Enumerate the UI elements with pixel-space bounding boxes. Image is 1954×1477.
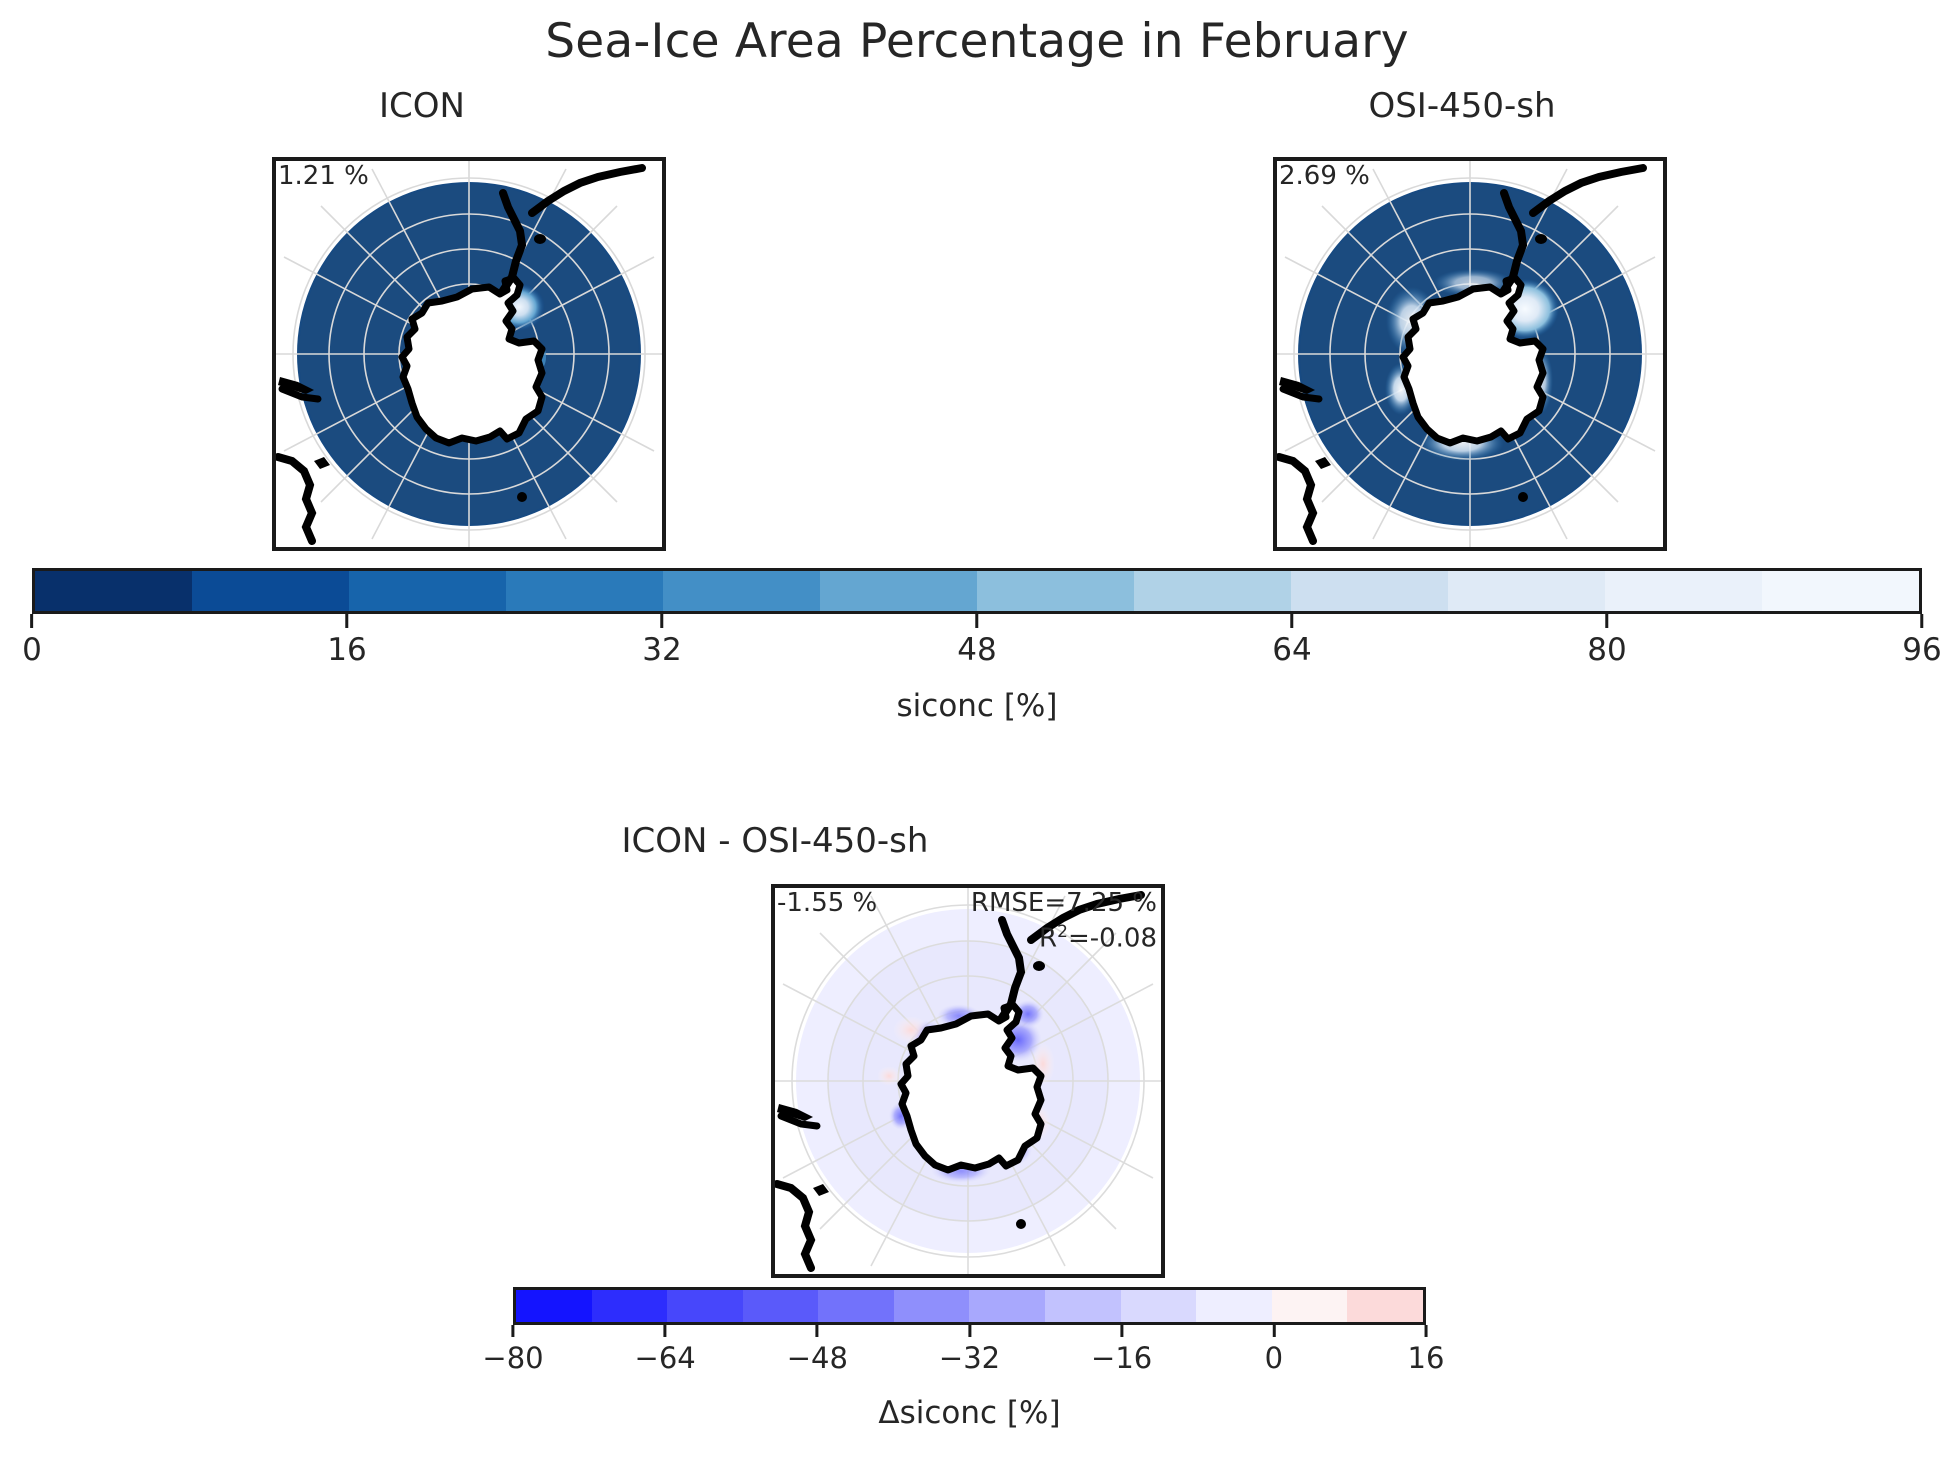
colorbar-tick-label: −48 xyxy=(786,1341,848,1375)
colorbar-tick-mark xyxy=(1272,1325,1276,1337)
colorbar-tick-mark xyxy=(967,1325,971,1337)
colorbar-segment xyxy=(1045,1290,1121,1322)
colorbar-delta-siconc-gradient xyxy=(513,1287,1426,1325)
panel-area-label-icon: 1.21 % xyxy=(278,161,369,191)
colorbar-tick: −16 xyxy=(1091,1325,1152,1375)
colorbar-tick-label: 32 xyxy=(642,632,682,668)
colorbar-siconc-ticks: 0 16 32 48 64 80 96 xyxy=(22,614,1942,684)
colorbar-tick-label: 0 xyxy=(22,632,42,668)
colorbar-tick: 0 xyxy=(1265,1325,1283,1375)
colorbar-tick: −80 xyxy=(482,1325,544,1375)
colorbar-tick-mark xyxy=(663,1325,667,1337)
colorbar-segment xyxy=(1448,571,1605,611)
colorbar-segment xyxy=(820,571,977,611)
colorbar-tick-label: 80 xyxy=(1587,632,1627,668)
colorbar-tick: 80 xyxy=(1587,614,1627,668)
colorbar-segment xyxy=(663,571,820,611)
colorbar-delta-siconc-ticks: −80 −64 −48 −32 −16 0 16 xyxy=(482,1325,1444,1395)
colorbar-segment xyxy=(1271,1290,1348,1322)
colorbar-tick-label: 16 xyxy=(327,632,367,668)
colorbar-delta-siconc[interactable]: −80 −64 −48 −32 −16 0 16 Δsiconc [%] xyxy=(482,1287,1444,1431)
colorbar-segment xyxy=(591,1290,668,1322)
panel-title-icon: ICON xyxy=(379,86,465,126)
r2-superscript: 2 xyxy=(1057,922,1068,942)
colorbar-segment xyxy=(1196,1290,1272,1322)
polar-map-icon xyxy=(276,161,662,547)
colorbar-tick-label: 16 xyxy=(1407,1341,1445,1375)
map-axes-diff[interactable]: -1.55 % RMSE=7.25 % R2=-0.08 xyxy=(771,884,1165,1278)
panel-title-diff: ICON - OSI-450-sh xyxy=(621,821,929,861)
r2-prefix: R xyxy=(1039,923,1058,954)
polar-map-osi xyxy=(1277,161,1663,547)
r2-value: =-0.08 xyxy=(1067,923,1157,954)
panel-rmse-label-diff: RMSE=7.25 % xyxy=(970,888,1157,918)
colorbar-tick-mark xyxy=(1120,1325,1124,1337)
colorbar-segment xyxy=(516,1290,592,1322)
colorbar-tick-label: 96 xyxy=(1902,632,1942,668)
colorbar-segment xyxy=(893,1290,970,1322)
colorbar-segment xyxy=(1291,571,1448,611)
colorbar-tick-mark xyxy=(660,614,664,628)
colorbar-tick-mark xyxy=(345,614,349,628)
colorbar-tick: −48 xyxy=(787,1325,848,1375)
colorbar-siconc[interactable]: 0 16 32 48 64 80 96 siconc [%] xyxy=(22,568,1942,724)
panel-title-osi: OSI-450-sh xyxy=(1368,86,1556,126)
colorbar-segment xyxy=(969,1290,1046,1322)
colorbar-tick-label: 64 xyxy=(1272,632,1312,668)
colorbar-tick: 16 xyxy=(1407,1325,1445,1375)
colorbar-tick-mark xyxy=(1920,614,1924,628)
colorbar-segment xyxy=(349,571,506,611)
colorbar-tick: 0 xyxy=(22,614,42,668)
colorbar-segment xyxy=(506,571,663,611)
colorbar-tick-mark xyxy=(1605,614,1609,628)
colorbar-tick-mark xyxy=(30,614,34,628)
figure-suptitle: Sea-Ice Area Percentage in February xyxy=(545,14,1409,69)
colorbar-tick-mark xyxy=(1424,1325,1428,1337)
map-axes-osi[interactable]: 2.69 % xyxy=(1273,157,1667,551)
colorbar-tick: 64 xyxy=(1272,614,1312,668)
colorbar-segment xyxy=(35,571,192,611)
colorbar-tick: 32 xyxy=(642,614,682,668)
colorbar-segment xyxy=(977,571,1134,611)
map-axes-icon[interactable]: 1.21 % xyxy=(272,157,666,551)
colorbar-segment xyxy=(742,1290,819,1322)
colorbar-segment xyxy=(1134,571,1291,611)
colorbar-tick: −64 xyxy=(635,1325,696,1375)
panel-area-label-osi: 2.69 % xyxy=(1279,161,1370,191)
colorbar-siconc-gradient xyxy=(32,568,1922,614)
colorbar-segment xyxy=(818,1290,894,1322)
colorbar-segment xyxy=(192,571,349,611)
colorbar-tick-mark xyxy=(815,1325,819,1337)
panel-r2-label-diff: R2=-0.08 xyxy=(1039,922,1157,954)
colorbar-tick-label: −64 xyxy=(634,1341,696,1375)
colorbar-tick-mark xyxy=(511,1325,515,1337)
colorbar-tick-mark xyxy=(975,614,979,628)
panel-bias-label-diff: -1.55 % xyxy=(777,888,878,918)
colorbar-tick: 48 xyxy=(957,614,997,668)
colorbar-segment xyxy=(1120,1290,1197,1322)
colorbar-tick: 16 xyxy=(327,614,367,668)
polar-map-diff xyxy=(775,888,1161,1274)
colorbar-segment xyxy=(667,1290,743,1322)
colorbar-tick-label: 0 xyxy=(1264,1341,1284,1375)
colorbar-tick: −32 xyxy=(939,1325,1000,1375)
colorbar-siconc-label: siconc [%] xyxy=(896,688,1058,724)
colorbar-tick-label: −80 xyxy=(482,1341,544,1375)
colorbar-tick-label: −32 xyxy=(938,1341,1001,1375)
colorbar-tick-mark xyxy=(1290,614,1294,628)
colorbar-tick: 96 xyxy=(1902,614,1942,668)
colorbar-tick-label: 48 xyxy=(957,632,997,668)
colorbar-tick-label: −16 xyxy=(1091,1341,1153,1375)
colorbar-segment xyxy=(1347,1290,1423,1322)
colorbar-segment xyxy=(1762,571,1919,611)
colorbar-delta-siconc-label: Δsiconc [%] xyxy=(878,1395,1061,1431)
colorbar-segment xyxy=(1605,571,1762,611)
